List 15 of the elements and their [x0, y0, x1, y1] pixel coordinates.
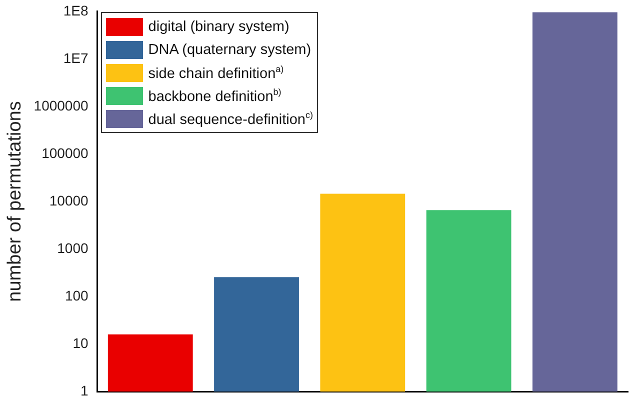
- y-tick-label: 1000000: [34, 97, 89, 114]
- legend-label: dual sequence-definition$^{c)}$: [148, 110, 313, 128]
- y-tick-label: 10: [72, 334, 89, 351]
- y-tick-label: 100000: [42, 144, 89, 161]
- y-tick-label: 1: [80, 382, 89, 398]
- y-tick-label: 10000: [49, 192, 89, 208]
- legend-label: backbone definition$^{b)}$: [148, 86, 282, 105]
- legend-label: DNA (quaternary system): [148, 42, 312, 58]
- y-tick-label: 100: [64, 287, 89, 304]
- y-tick-label: 1E8: [63, 2, 89, 18]
- legend-label: digital (binary system): [148, 18, 290, 35]
- y-tick-label: 1000: [57, 240, 89, 256]
- y-axis-title: number of permutations: [4, 101, 26, 302]
- y-tick-label: 1E7: [63, 50, 89, 66]
- legend-label: side chain definition$^{a)}$: [148, 64, 284, 82]
